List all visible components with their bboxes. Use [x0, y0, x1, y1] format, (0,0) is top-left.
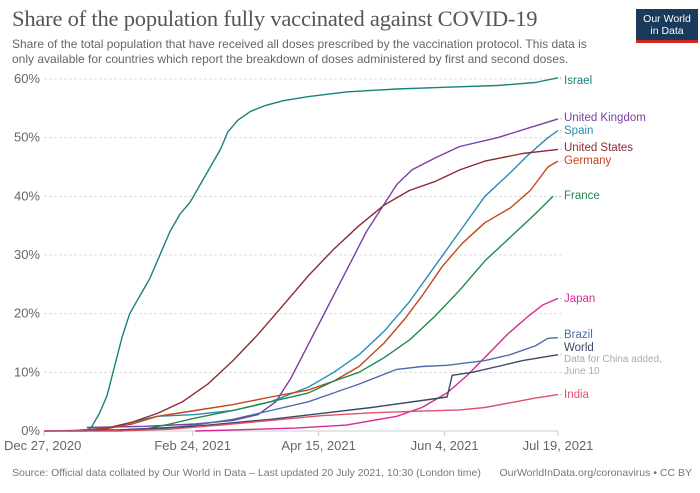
series-line-spain[interactable] [69, 130, 559, 432]
series-label-israel[interactable]: Israel [564, 75, 592, 87]
series-line-japan[interactable] [195, 297, 559, 432]
source-link[interactable]: OurWorldInData.org/coronavirus • CC BY [499, 467, 692, 479]
x-tick-label: Dec 27, 2020 [4, 438, 81, 453]
series-label-india[interactable]: India [564, 389, 590, 401]
source-note: Source: Official data collated by Our Wo… [12, 467, 481, 479]
series-label-united-states[interactable]: United States [564, 142, 633, 154]
annotation-china-note: Data for China added, [564, 354, 662, 365]
y-tick-label: 60% [14, 71, 40, 86]
series-line-israel[interactable] [44, 77, 559, 432]
series-line-united-states[interactable] [89, 148, 559, 431]
x-tick-label: Feb 24, 2021 [154, 438, 231, 453]
grid-lines [44, 78, 562, 432]
y-tick-label: 40% [14, 188, 40, 203]
y-tick-label: 50% [14, 130, 40, 145]
series-label-spain[interactable]: Spain [564, 125, 593, 137]
y-axis-ticks: 0% 10% 20% 30% 40% 50% 60% [14, 71, 40, 438]
chart-subtitle: Share of the total population that have … [12, 37, 587, 66]
series-label-brazil[interactable]: Brazil [564, 329, 593, 341]
series-line-world[interactable] [43, 354, 559, 432]
annotation-china-note: June 10 [564, 366, 600, 377]
y-tick-label: 0% [21, 423, 40, 438]
x-tick-label: Jul 19, 2021 [523, 438, 594, 453]
series-line-india[interactable] [44, 393, 559, 432]
series-line-germany[interactable] [74, 160, 559, 432]
x-tick-label: Apr 15, 2021 [281, 438, 355, 453]
series-line-brazil[interactable] [94, 337, 559, 432]
series-label-world[interactable]: World [564, 342, 594, 354]
x-axis-ticks: Dec 27, 2020 Feb 24, 2021 Apr 15, 2021 Jun … [4, 431, 593, 453]
x-tick-label: Jun 4, 2021 [411, 438, 479, 453]
series-line-france[interactable] [119, 195, 554, 432]
series-label-united-kingdom[interactable]: United Kingdom [564, 112, 646, 124]
y-tick-label: 10% [14, 364, 40, 379]
series-label-japan[interactable]: Japan [564, 293, 595, 305]
series-label-france[interactable]: France [564, 190, 600, 202]
logo-line-2: in Data [650, 25, 684, 37]
series-line-united-kingdom[interactable] [86, 118, 559, 429]
series-lines [43, 77, 559, 432]
series-label-germany[interactable]: Germany [564, 155, 612, 167]
chart-title: Share of the population fully vaccinated… [12, 6, 538, 31]
y-tick-label: 30% [14, 247, 40, 262]
owid-logo[interactable]: Our World in Data [636, 9, 698, 43]
y-tick-label: 20% [14, 306, 40, 321]
logo-line-1: Our World [643, 13, 691, 25]
